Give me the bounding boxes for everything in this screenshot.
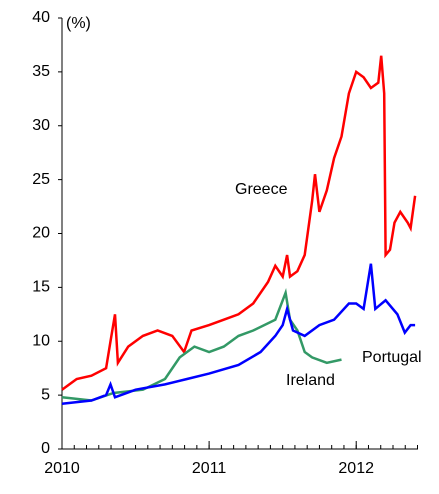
- series-line: [61, 263, 416, 405]
- series-label: Ireland: [286, 372, 335, 389]
- y-tick-label: 35: [32, 63, 50, 80]
- y-tick-label: 40: [32, 9, 50, 26]
- y-tick-label: 10: [32, 332, 50, 349]
- series-label: Greece: [235, 181, 288, 198]
- series-label: Portugal: [362, 349, 422, 366]
- x-tick-label: 2012: [338, 460, 374, 477]
- y-tick-label: 15: [32, 279, 50, 296]
- x-tick-label: 2011: [192, 460, 227, 477]
- y-tick-label: 30: [32, 117, 50, 134]
- y-tick-label: 25: [32, 171, 50, 188]
- y-unit-label: (%): [66, 15, 91, 32]
- x-tick-label: 2010: [44, 460, 80, 477]
- series-line: [61, 55, 417, 391]
- y-tick-label: 5: [41, 386, 50, 403]
- y-tick-label: 20: [32, 225, 50, 242]
- series-line: [61, 288, 342, 402]
- y-tick-label: 0: [41, 440, 50, 457]
